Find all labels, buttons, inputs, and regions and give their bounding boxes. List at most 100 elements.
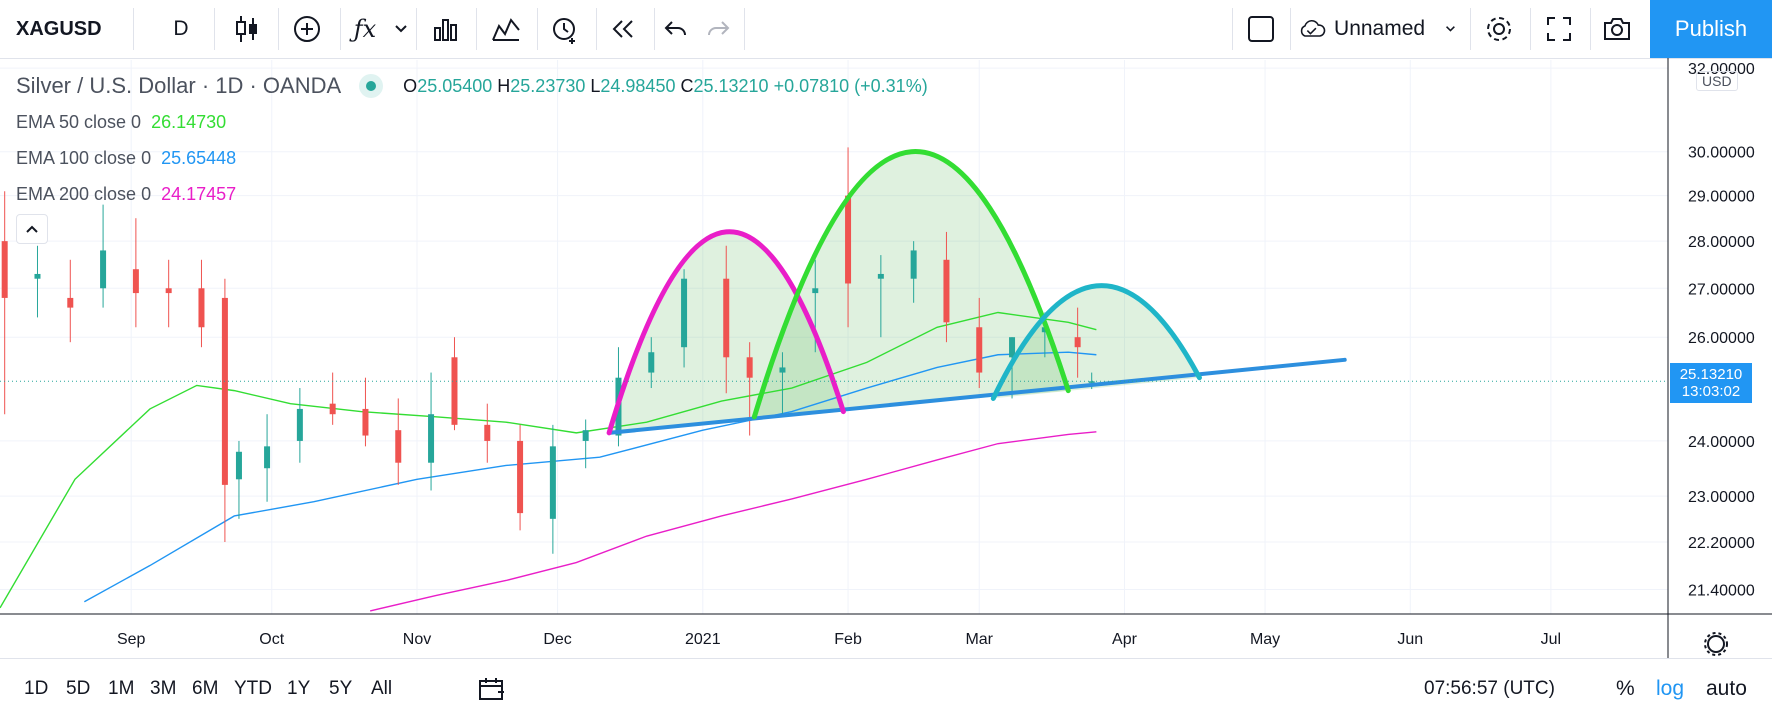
range-button-5y[interactable]: 5Y [329,677,353,699]
candle [1074,337,1081,348]
axis-settings-icon[interactable] [1707,635,1725,653]
x-tick-label: Sep [117,631,146,648]
candle [362,408,369,436]
interval-button[interactable]: D [173,17,189,40]
last-price-tag: 25.13210 13:03:02 [1670,363,1752,404]
camera-icon[interactable] [1594,0,1640,58]
candle [451,357,458,425]
indicator-ema-100[interactable]: EMA 100 close 0 25.65448 [16,140,928,176]
fullscreen-icon[interactable] [1536,0,1582,58]
indicator-value: 25.65448 [161,147,237,168]
range-button-ytd[interactable]: YTD [234,677,272,699]
toolbar-separator [1290,8,1291,50]
layout-name: Unnamed [1334,17,1426,40]
candle [34,273,41,279]
toolbar-separator [654,8,655,50]
candle [165,288,172,294]
y-tick-label: 22.20000 [1688,535,1755,552]
collapse-legend-button[interactable] [16,214,48,244]
fullscreen-box-icon[interactable] [1238,0,1284,58]
publish-button[interactable]: Publish [1650,0,1772,58]
chevron-up-icon [26,225,38,233]
redo-icon[interactable] [697,0,739,58]
cloud-icon [1300,19,1326,37]
change-value: +0.07810 (+0.31%) [773,75,928,96]
candle [1009,337,1016,358]
y-tick-label: 28.00000 [1688,234,1755,251]
chart-axes: 32.00000 30.00000 29.00000 28.00000 27.00000… [0,58,1772,658]
indicator-label: EMA 200 close 0 [16,183,152,204]
toolbar-separator [214,8,215,50]
candle [132,269,139,294]
x-tick-label: 2021 [685,631,721,648]
range-button-3m[interactable]: 3M [150,677,177,699]
candle [746,357,753,378]
add-indicator-icon[interactable] [282,0,332,58]
candle [681,278,688,348]
open-label: O [403,75,418,96]
range-button-all[interactable]: All [371,677,393,699]
indicator-value: 24.17457 [161,183,237,204]
candle [582,430,589,441]
toolbar-separator [340,8,341,50]
cyan-arc [990,283,1202,401]
replay-icon[interactable] [600,0,646,58]
x-tick-label: Nov [403,631,431,648]
candle [1,241,8,298]
chevron-down-icon[interactable] [388,0,414,58]
bars-template-icon[interactable] [421,0,471,58]
cyan-arc-fill [993,285,1200,399]
indicator-ema-200[interactable]: EMA 200 close 0 24.17457 [16,176,928,212]
range-button-1m[interactable]: 1M [108,677,135,699]
layout-menu[interactable]: Unnamed [1298,0,1456,58]
fx-icon[interactable]: ƒx [353,15,377,43]
toolbar-separator [416,8,417,50]
indicator-ema-50[interactable]: EMA 50 close 0 26.14730 [16,104,928,140]
x-tick-label: Jul [1541,631,1561,648]
candle [549,446,556,519]
chart-legend: Silver / U.S. Dollar · 1D · OANDA O25.05… [16,68,928,244]
toolbar-separator [476,8,477,50]
candle [517,440,524,514]
chart-grid [0,60,1668,614]
range-button-1d[interactable]: 1D [24,677,49,699]
alert-icon[interactable] [540,0,590,58]
ohlc-values: O25.05400 H25.23730 L24.98450 C25.13210 … [403,76,928,97]
undo-icon[interactable] [655,0,697,58]
ema-lines [0,311,1097,612]
series-ema-100-close-0 [83,351,1097,603]
y-tick-label: 26.00000 [1688,330,1755,347]
symbol-title[interactable]: Silver / U.S. Dollar · 1D · OANDA [16,73,342,98]
range-button-1y[interactable]: 1Y [287,677,311,699]
calendar-icon[interactable] [478,659,506,718]
candle [648,352,655,373]
high-label: H [497,75,511,96]
candle [845,195,852,284]
price-chart[interactable]: 32.00000 30.00000 29.00000 28.00000 27.00000… [0,58,1772,658]
last-price-value: 25.13210 [1679,366,1743,384]
gear-icon[interactable] [1476,0,1522,58]
market-status-icon[interactable] [359,74,384,98]
candle [812,288,819,294]
symbol-search[interactable]: XAGUSD [16,17,102,40]
candle [428,414,435,463]
axis-settings-icon-teeth [1704,632,1728,656]
indicator-value: 26.14730 [151,111,227,132]
clock-timezone[interactable]: 07:56:57 (UTC) [1424,677,1555,699]
currency-label[interactable]: USD [1696,71,1738,91]
range-button-6m[interactable]: 6M [192,677,219,699]
percent-scale-toggle[interactable]: % [1616,676,1635,700]
low-label: L [590,75,601,96]
candle [329,403,336,415]
candle [723,278,730,358]
compare-icon[interactable] [481,0,531,58]
green-arc [751,149,1071,420]
candle [877,273,884,279]
candle [198,288,205,328]
log-scale-toggle[interactable]: log [1656,676,1685,700]
chevron-down-icon [1446,26,1455,32]
open-value: 25.05400 [417,75,493,96]
range-button-5d[interactable]: 5D [66,677,91,699]
auto-scale-toggle[interactable]: auto [1706,676,1747,700]
candles-icon[interactable] [222,0,272,58]
